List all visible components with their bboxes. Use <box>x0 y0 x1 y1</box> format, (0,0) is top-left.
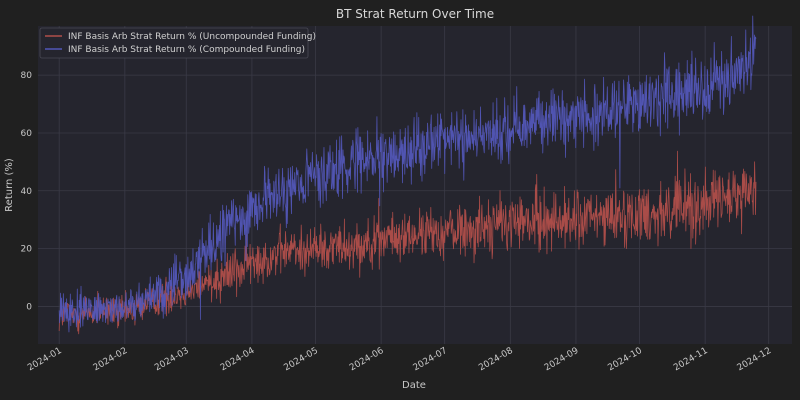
x-tick-label: 2024-01 <box>26 346 64 373</box>
y-axis-title: Return (%) <box>4 158 15 212</box>
x-tick-label: 2024-05 <box>282 346 320 373</box>
x-tick-label: 2024-02 <box>92 346 130 373</box>
series-layer <box>58 15 757 335</box>
x-tick-label: 2024-08 <box>477 346 515 374</box>
legend: INF Basis Arb Strat Return % (Uncompound… <box>39 27 316 59</box>
y-tick-label: 0 <box>26 302 32 312</box>
legend-label-uncompounded: INF Basis Arb Strat Return % (Uncompound… <box>68 32 316 42</box>
x-tick-label: 2024-07 <box>412 346 450 373</box>
y-tick-label: 40 <box>21 187 33 197</box>
x-tick-label: 2024-12 <box>736 346 774 373</box>
chart-title: BT Strat Return Over Time <box>336 7 494 21</box>
x-tick-label: 2024-04 <box>219 346 257 374</box>
y-tick-label: 60 <box>21 129 33 139</box>
y-tick-label: 80 <box>21 71 33 81</box>
x-tick-label: 2024-03 <box>153 346 191 373</box>
legend-label-compounded: INF Basis Arb Strat Return % (Compounded… <box>68 45 305 55</box>
x-tick-label: 2024-10 <box>606 346 644 374</box>
x-tick-label: 2024-09 <box>543 346 581 374</box>
series-line <box>58 150 757 335</box>
y-tick-label: 20 <box>21 245 33 255</box>
legend-box <box>39 27 309 59</box>
x-tick-label: 2024-11 <box>672 346 710 373</box>
series-line <box>58 15 757 333</box>
x-tick-label: 2024-06 <box>348 346 386 374</box>
x-axis-title: Date <box>402 380 426 391</box>
